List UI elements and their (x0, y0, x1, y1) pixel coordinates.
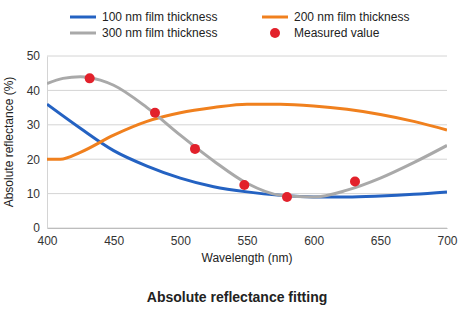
measured-point (239, 180, 249, 190)
y-axis-title: Absolute reflectance (%) (2, 77, 16, 208)
y-axis: 0 10 20 30 40 50 (27, 49, 48, 235)
measured-point (190, 144, 200, 154)
x-tick-label: 400 (37, 234, 57, 248)
x-tick: 400 (37, 228, 57, 248)
x-tick-label: 650 (371, 234, 391, 248)
legend: 100 nm film thickness 200 nm film thickne… (70, 10, 409, 40)
x-tick-label: 550 (237, 234, 257, 248)
measured-point (282, 192, 292, 202)
y-tick-label: 40 (27, 84, 41, 98)
legend-symbol (262, 16, 288, 19)
grid (47, 56, 447, 228)
y-tick: 40 (27, 84, 47, 98)
legend-item: 100 nm film thickness (70, 10, 217, 24)
measured-point (350, 177, 360, 187)
data-area (47, 73, 447, 202)
y-tick: 30 (27, 118, 47, 132)
legend-label: Measured value (294, 26, 380, 40)
x-tick: 650 (371, 228, 391, 248)
x-tick-label: 600 (304, 234, 324, 248)
series-line (47, 77, 447, 197)
y-tick: 0 (33, 221, 47, 235)
y-tick-label: 50 (27, 49, 41, 63)
y-tick-label: 0 (33, 221, 40, 235)
legend-symbol (70, 16, 96, 19)
grid-line (47, 228, 447, 229)
grid-line (47, 56, 447, 57)
legend-item: 200 nm film thickness (262, 10, 409, 24)
x-axis-line (48, 228, 448, 229)
legend-symbol (270, 28, 280, 38)
plot: 400 450 500 550 600 650 700 0 10 20 30 40 50 (27, 49, 458, 247)
x-tick: 450 (104, 228, 124, 248)
series-line (47, 104, 447, 159)
measured-point (85, 73, 95, 83)
legend-symbol (70, 32, 96, 35)
x-tick: 600 (304, 228, 324, 248)
x-tick: 550 (237, 228, 257, 248)
x-tick: 500 (171, 228, 191, 248)
x-tick-label: 500 (171, 234, 191, 248)
title: Absolute reflectance fitting (147, 289, 327, 305)
x-axis-title: Wavelength (nm) (202, 251, 293, 265)
x-tick-label: 700 (437, 234, 457, 248)
x-axis: 400 450 500 550 600 650 700 (37, 228, 457, 248)
y-tick-label: 10 (27, 187, 41, 201)
y-tick-label: 20 (27, 153, 41, 167)
legend-label: 300 nm film thickness (102, 26, 217, 40)
y-tick: 10 (27, 187, 47, 201)
y-tick: 20 (27, 153, 47, 167)
series-line (47, 104, 447, 197)
y-tick: 50 (27, 49, 47, 63)
chart: 400 450 500 550 600 650 700 0 10 20 30 40 50 Waveleng… (0, 0, 474, 318)
legend-item: Measured value (270, 26, 380, 40)
grid-line (47, 159, 447, 160)
x-tick-label: 450 (104, 234, 124, 248)
grid-line (47, 90, 447, 91)
grid-line (47, 124, 447, 125)
measured-point (150, 108, 160, 118)
y-tick-label: 30 (27, 118, 41, 132)
legend-item: 300 nm film thickness (70, 26, 217, 40)
x-tick: 700 (437, 228, 457, 248)
legend-label: 100 nm film thickness (102, 10, 217, 24)
legend-label: 200 nm film thickness (294, 10, 409, 24)
